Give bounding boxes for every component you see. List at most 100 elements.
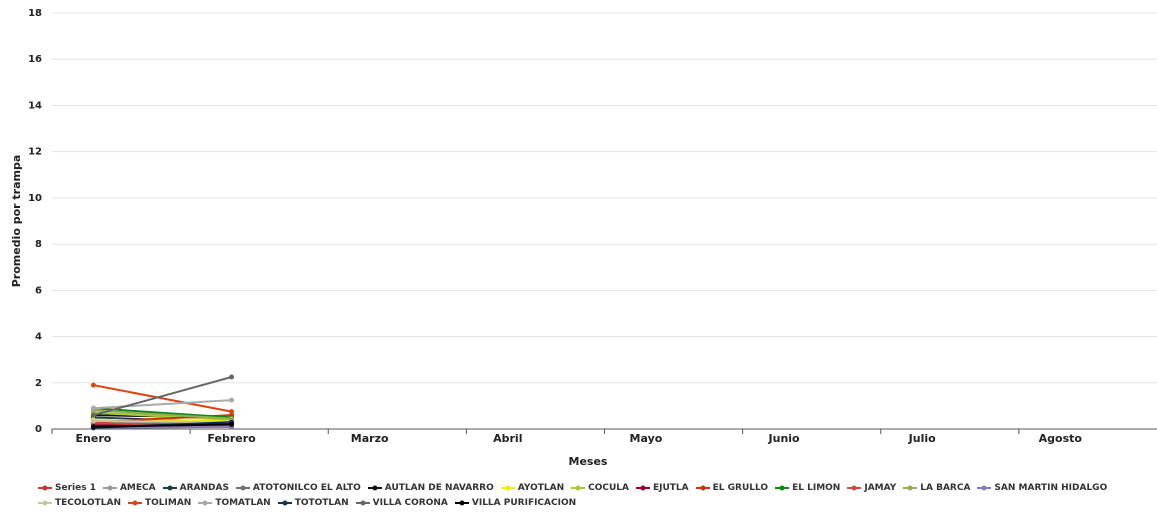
legend-label: VILLA PURIFICACION <box>471 498 577 508</box>
legend-label: TOTOTLAN <box>294 498 349 508</box>
legend-item[interactable]: EJUTLA <box>635 483 689 493</box>
legend-item[interactable]: TECOLOTLAN <box>38 498 121 508</box>
legend-item[interactable]: AMECA <box>102 483 156 493</box>
legend-label: JAMAY <box>864 483 897 493</box>
legend-label: AYOTLAN <box>517 483 565 493</box>
legend-label: EL GRULLO <box>712 483 769 493</box>
x-tick-label: Agosto <box>1039 432 1083 445</box>
legend-label: COCULA <box>588 483 629 493</box>
x-tick-label: Marzo <box>351 432 389 445</box>
point <box>229 416 235 422</box>
legend-dot <box>981 485 987 491</box>
point <box>229 421 235 427</box>
legend-item[interactable]: TOTOTLAN <box>277 498 349 508</box>
legend-dot <box>42 500 48 506</box>
point <box>90 382 96 388</box>
legend-item[interactable]: VILLA CORONA <box>355 498 448 508</box>
legend-dot <box>132 500 138 506</box>
legend-swatch <box>38 500 52 506</box>
legend-swatch <box>847 485 862 491</box>
legend-swatch <box>571 485 586 491</box>
legend-dot <box>202 500 208 506</box>
chart: Meses Promedio por trampa 0 2 4 6 8 10 12 14 16 1… <box>10 8 1157 468</box>
legend-label: Series 1 <box>55 483 96 493</box>
legend-swatch <box>500 485 515 491</box>
legend-dot <box>700 485 706 491</box>
legend-swatch <box>127 500 142 506</box>
point <box>90 412 96 418</box>
legend-label: ATOTONILCO EL ALTO <box>252 483 361 493</box>
legend-item[interactable]: EL GRULLO <box>695 483 769 493</box>
legend-swatch <box>903 485 918 491</box>
legend-item[interactable]: COCULA <box>571 483 629 493</box>
y-tick-label: 12 <box>28 147 42 158</box>
legend-dot <box>282 500 288 506</box>
legend-item[interactable]: ATOTONILCO EL ALTO <box>235 483 361 493</box>
legend-label: AUTLAN DE NAVARRO <box>384 483 494 493</box>
legend-item[interactable]: SAN MARTIN HIDALGO <box>977 483 1107 493</box>
legend-item[interactable]: VILLA PURIFICACION <box>454 498 577 508</box>
series-line <box>93 409 232 420</box>
legend-dot <box>779 485 785 491</box>
legend-dot <box>42 485 48 491</box>
x-tick-label: Junio <box>768 432 801 445</box>
legend-dot <box>360 500 366 506</box>
legend-item[interactable]: LA BARCA <box>903 483 970 493</box>
legend-swatch <box>162 485 177 491</box>
legend-swatch <box>277 500 292 506</box>
legend-label: SAN MARTIN HIDALGO <box>994 483 1108 493</box>
legend-item[interactable]: ARANDAS <box>162 483 229 493</box>
legend-swatch <box>198 500 213 506</box>
legend-label: EJUTLA <box>652 483 689 493</box>
legend-label: TECOLOTLAN <box>55 498 121 508</box>
legend-dot <box>505 485 511 491</box>
legend-dot <box>459 500 465 506</box>
legend-swatch <box>235 485 250 491</box>
legend-swatch <box>775 485 790 491</box>
legend-swatch <box>367 485 382 491</box>
series-line <box>93 384 232 413</box>
legend-label: VILLA CORONA <box>372 498 448 508</box>
y-tick-label: 14 <box>28 100 42 111</box>
point <box>229 397 235 403</box>
legend-item[interactable]: TOMATLAN <box>198 498 271 508</box>
legend-swatch <box>355 500 370 506</box>
legend-label: AMECA <box>119 483 156 493</box>
legend-swatch <box>38 485 52 491</box>
legend-item[interactable]: Series 1 <box>38 483 96 493</box>
legend-item[interactable]: TOLIMAN <box>127 498 191 508</box>
legend-item[interactable]: EL LIMON <box>775 483 840 493</box>
series-line <box>93 411 232 421</box>
legend-swatch <box>695 485 710 491</box>
x-tick-label: Abril <box>493 432 522 445</box>
legend-item[interactable]: JAMAY <box>847 483 896 493</box>
legend-label: EL LIMON <box>792 483 841 493</box>
legend-dot <box>640 485 646 491</box>
point <box>90 418 96 424</box>
point <box>229 409 235 415</box>
point <box>229 374 235 380</box>
legend-swatch <box>454 500 469 506</box>
point <box>90 424 96 430</box>
y-tick-label: 4 <box>35 332 42 343</box>
x-tick-label: Febrero <box>207 432 256 445</box>
legend-label: LA BARCA <box>920 483 971 493</box>
legend-label: TOMATLAN <box>215 498 271 508</box>
legend-dot <box>372 485 378 491</box>
series-line <box>93 423 232 428</box>
legend-label: ARANDAS <box>179 483 229 493</box>
y-tick-label: 8 <box>35 239 42 250</box>
series-line <box>93 376 232 417</box>
x-tick-label: Julio <box>908 432 936 445</box>
legend: Series 1 AMECA ARANDAS ATOTONILCO EL ALTO AU… <box>38 483 1148 508</box>
legend-dot <box>240 485 246 491</box>
x-tick-label: Mayo <box>630 432 663 445</box>
legend-item[interactable]: AYOTLAN <box>500 483 565 493</box>
y-tick-label: 16 <box>28 54 42 65</box>
legend-item[interactable]: AUTLAN DE NAVARRO <box>367 483 494 493</box>
legend-swatch <box>102 485 117 491</box>
series-line <box>93 419 232 424</box>
legend-dot <box>907 485 913 491</box>
series-line <box>93 399 232 410</box>
